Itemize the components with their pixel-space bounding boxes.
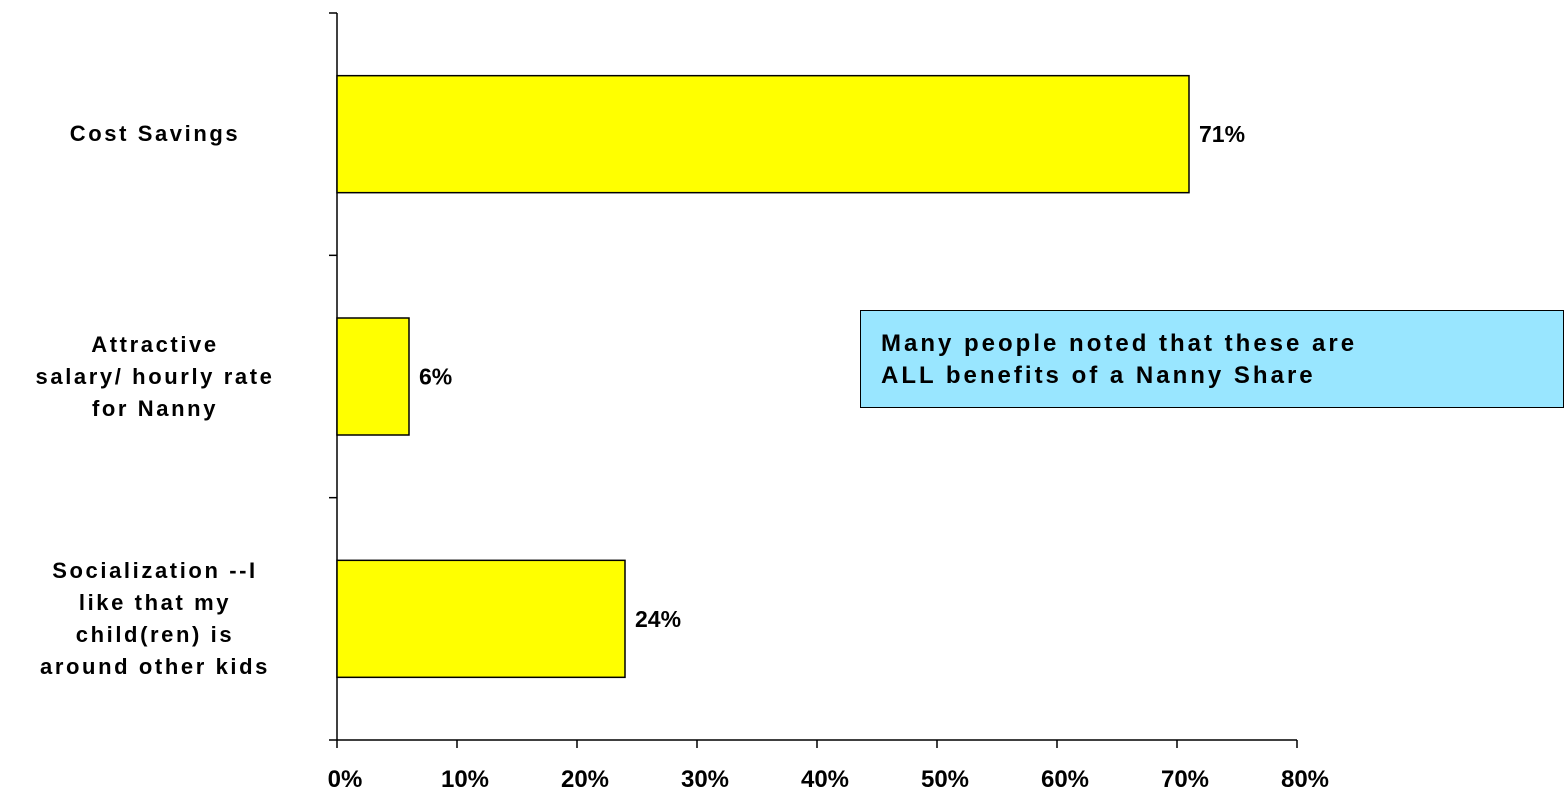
x-tick-label: 80% — [1281, 766, 1329, 793]
chart-data-labels: 71% 6% 24% — [419, 121, 1245, 632]
bar-value-label: 6% — [419, 364, 452, 390]
x-tick-label: 0% — [328, 766, 363, 793]
x-tick-label: 60% — [1041, 766, 1089, 793]
category-label: Cost Savings — [69, 121, 241, 147]
x-tick-label: 70% — [1161, 766, 1209, 793]
annotation-box: Many people noted that these are ALL ben… — [860, 310, 1564, 408]
x-tick-label: 50% — [921, 766, 969, 793]
bar — [336, 74, 1190, 194]
chart-bars — [336, 74, 1190, 679]
bar-value-label: 24% — [635, 606, 681, 632]
x-tick-label: 30% — [681, 766, 729, 793]
bar-value-label: 71% — [1199, 121, 1245, 147]
x-tick-label: 10% — [441, 766, 489, 793]
x-tick-label: 40% — [801, 766, 849, 793]
category-label: Attractive salary/ hourly rate for Nanny — [35, 331, 275, 421]
x-tick-label: 20% — [561, 766, 609, 793]
bar — [336, 317, 410, 436]
chart-x-tick-labels: 0% 10% 20% 30% 40% 50% 60% 70% 80% — [328, 766, 1329, 793]
category-label: Socialization --I like that my child(ren… — [40, 557, 270, 679]
bar — [336, 559, 626, 679]
